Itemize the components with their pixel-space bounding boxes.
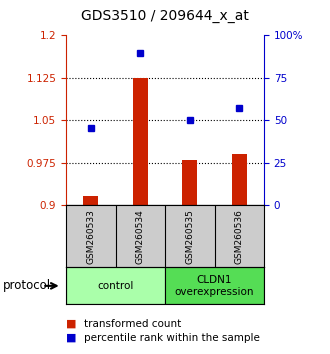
Bar	[133, 78, 148, 205]
Text: transformed count: transformed count	[84, 319, 182, 329]
Text: ■: ■	[66, 333, 77, 343]
Text: GSM260533: GSM260533	[86, 209, 95, 264]
Bar	[182, 160, 197, 205]
Bar	[66, 267, 165, 304]
Text: GDS3510 / 209644_x_at: GDS3510 / 209644_x_at	[81, 9, 249, 23]
Text: GSM260535: GSM260535	[185, 209, 194, 264]
Bar	[83, 196, 98, 205]
Text: GSM260536: GSM260536	[235, 209, 244, 264]
Text: GSM260534: GSM260534	[136, 209, 145, 264]
Text: protocol: protocol	[3, 279, 51, 292]
Text: control: control	[97, 281, 134, 291]
Text: percentile rank within the sample: percentile rank within the sample	[84, 333, 260, 343]
Bar	[165, 267, 264, 304]
Text: CLDN1
overexpression: CLDN1 overexpression	[175, 275, 254, 297]
Text: ■: ■	[66, 319, 77, 329]
Bar	[232, 154, 247, 205]
